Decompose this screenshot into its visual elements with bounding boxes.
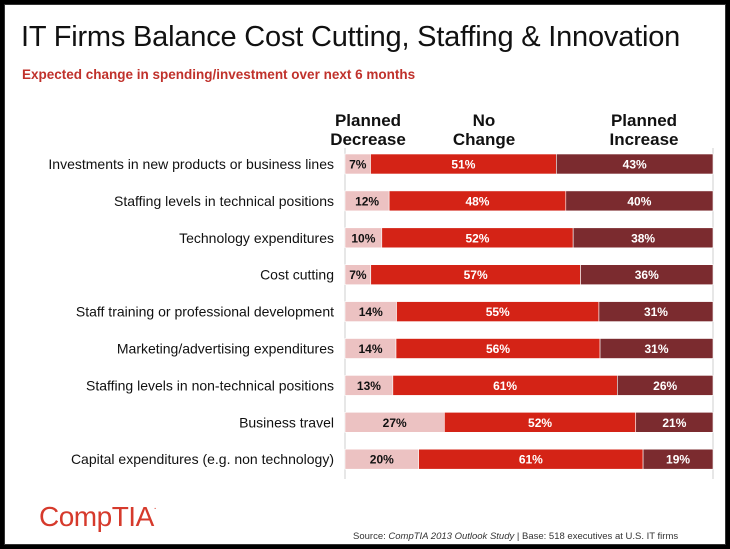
column-header-nochange: No Change	[452, 111, 516, 149]
data-label-nochange: 61%	[493, 379, 517, 393]
data-label-increase: 40%	[627, 194, 651, 208]
category-label: Staffing levels in technical positions	[114, 193, 334, 209]
data-label-decrease: 14%	[358, 342, 382, 356]
comptia-logo: CompTIA.	[39, 501, 157, 532]
bar-segment-increase	[617, 375, 714, 396]
data-label-nochange: 56%	[486, 342, 510, 356]
data-label-increase: 19%	[666, 453, 690, 467]
category-label: Cost cutting	[260, 267, 334, 283]
category-label: Staffing levels in non-technical positio…	[86, 377, 334, 393]
column-header-increase: Planned Increase	[609, 111, 679, 149]
chart-title: IT Firms Balance Cost Cutting, Staffing …	[21, 21, 681, 53]
category-label: Marketing/advertising expenditures	[117, 341, 334, 357]
data-label-decrease: 7%	[349, 268, 367, 282]
bar-segment-increase	[580, 264, 714, 286]
chart-subtitle: Expected change in spending/investment o…	[22, 67, 416, 82]
data-label-nochange: 48%	[465, 194, 489, 208]
data-label-nochange: 52%	[528, 416, 552, 430]
data-label-increase: 31%	[644, 305, 668, 319]
category-label: Business travel	[239, 414, 334, 430]
data-label-decrease: 13%	[357, 379, 381, 393]
data-label-increase: 43%	[623, 158, 647, 172]
category-label: Investments in new products or business …	[48, 156, 334, 172]
column-header-decrease: Planned Decrease	[330, 111, 406, 149]
data-label-nochange: 55%	[486, 305, 510, 319]
data-label-increase: 31%	[645, 342, 669, 356]
data-label-nochange: 51%	[451, 158, 475, 172]
bar-segment-increase	[572, 227, 714, 249]
data-label-decrease: 14%	[359, 305, 383, 319]
data-label-nochange: 52%	[465, 231, 489, 245]
bar-segment-increase	[598, 301, 714, 322]
data-label-increase: 21%	[662, 416, 686, 430]
data-label-increase: 38%	[631, 231, 655, 245]
stacked-bar-chart: Investments in new products or business …	[48, 148, 714, 479]
data-label-nochange: 61%	[519, 453, 543, 467]
slide: IT Firms Balance Cost Cutting, Staffing …	[4, 4, 726, 545]
bar-segment-increase	[642, 448, 714, 470]
data-label-increase: 26%	[653, 379, 677, 393]
category-label: Capital expenditures (e.g. non technolog…	[71, 451, 334, 467]
bar-segment-increase	[599, 338, 714, 359]
data-label-decrease: 10%	[351, 231, 375, 245]
data-label-decrease: 7%	[349, 158, 367, 172]
data-label-decrease: 12%	[355, 194, 379, 208]
bar-segment-increase	[565, 190, 714, 212]
bar-segment-increase	[635, 411, 714, 433]
data-label-decrease: 27%	[383, 416, 407, 430]
data-label-nochange: 57%	[464, 268, 488, 282]
category-label: Technology expenditures	[179, 230, 334, 246]
source-note: Source: CompTIA 2013 Outlook Study | Bas…	[353, 531, 679, 542]
bar-segment-increase	[556, 153, 714, 175]
category-label: Staff training or professional developme…	[76, 304, 334, 320]
data-label-increase: 36%	[635, 268, 659, 282]
data-label-decrease: 20%	[370, 453, 394, 467]
